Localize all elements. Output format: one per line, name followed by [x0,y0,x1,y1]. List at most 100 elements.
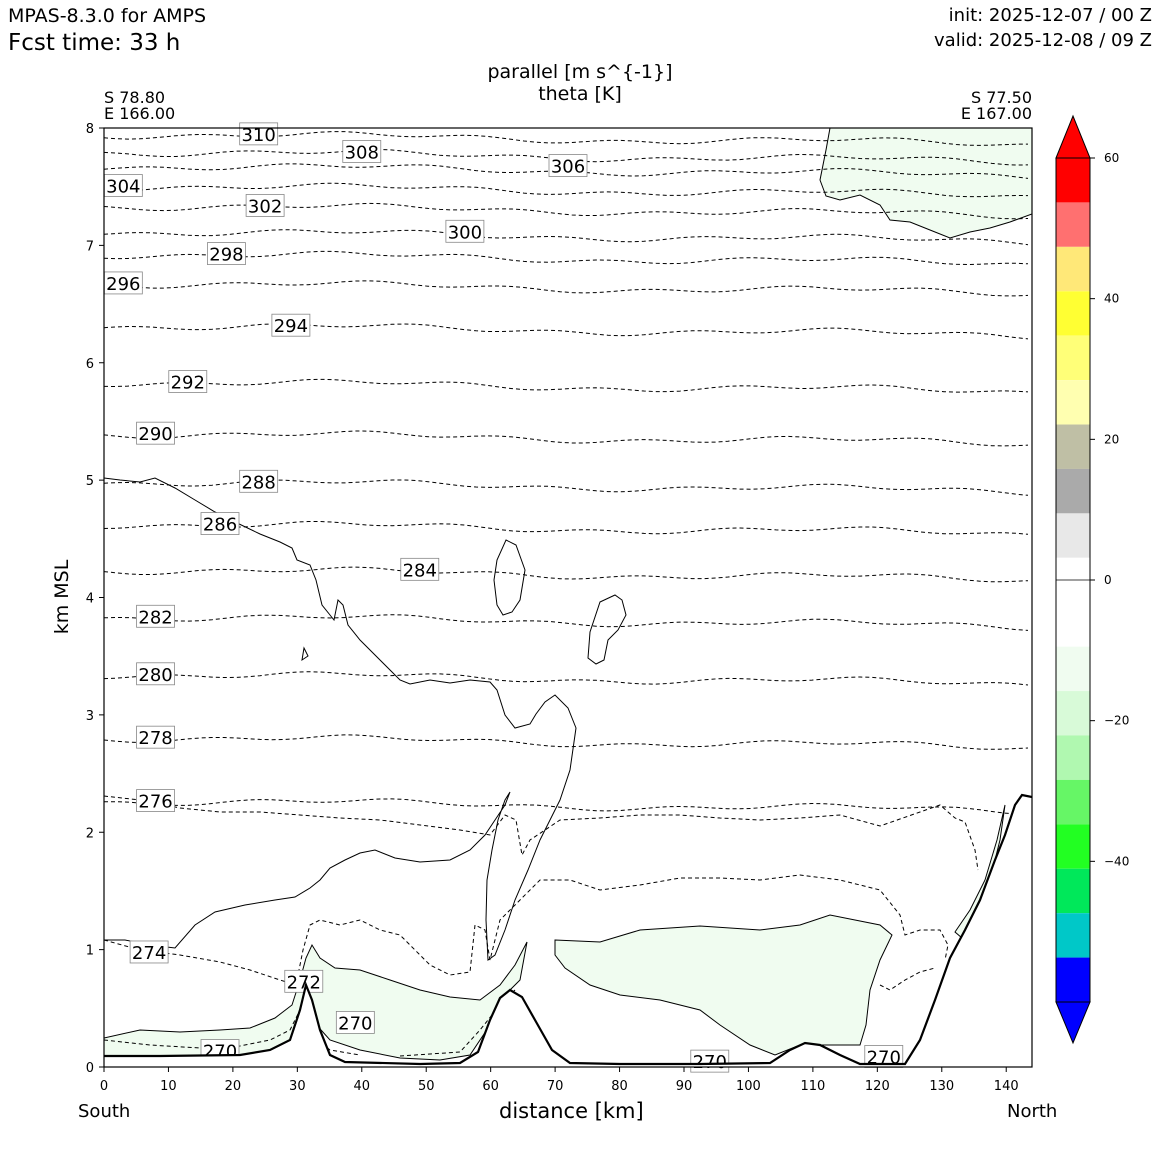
theta-contour-label: 296 [106,274,140,295]
contour-label-box [400,557,440,581]
theta-contour-label: 308 [345,142,379,163]
theta-contour-label: 276 [138,792,172,813]
x-tick-label: 40 [354,1079,371,1094]
x-tick-label: 0 [100,1079,108,1094]
theta-contour-label: 290 [138,424,172,445]
theta-contour-line [104,430,1029,447]
theta-contour-label: 288 [241,472,275,493]
contour-label-box [136,421,175,445]
x-tick-label: 90 [676,1079,693,1094]
contour-label-box [548,154,588,177]
colorbar-segment [1056,602,1090,647]
x-tick-label: 100 [736,1079,761,1094]
forecast-time: Fcst time: 33 h [8,30,181,56]
contour-label-box [207,242,246,265]
colorbar-segment [1056,335,1090,381]
y-tick-label: 6 [86,357,94,372]
colorbar-segment [1056,824,1090,869]
x-tick-label: 80 [611,1079,628,1094]
colorbar-segment [1056,735,1090,780]
shade-top-right [819,128,1032,239]
x-tick-label: 50 [418,1079,435,1094]
y-tick-label: 5 [86,474,94,489]
colorbar-extend-bottom [1055,1001,1091,1045]
plot-frame [103,127,1033,1068]
theta-contour-label: 306 [551,157,585,178]
theta-contour-line [104,798,1029,816]
right-lon: E 167.00 [960,104,1032,123]
south-label: South [78,1101,131,1122]
valid-time: valid: 2025-12-08 / 09 Z [934,30,1152,51]
contour-label-box [168,370,208,393]
y-tick-label: 2 [86,826,94,841]
contour-label-box [445,219,485,243]
x-tick-label: 130 [929,1079,954,1094]
y-tick-label: 8 [86,122,94,137]
theta-contour-label: 286 [203,515,237,536]
zero-contour-dot [301,646,309,662]
theta-contour-line-low [104,874,949,986]
contour-label-box [271,313,311,337]
x-tick-label: 70 [547,1079,564,1094]
left-lat: S 78.80 [104,88,166,107]
theta-contour-line-low [104,1008,361,1056]
y-tick-label: 1 [86,944,94,959]
colorbar-tick-label: 20 [1104,432,1119,446]
theta-contour-label: 272 [287,972,321,993]
x-tick-label: 140 [994,1079,1019,1094]
theta-contour-label: 300 [448,222,482,243]
colorbar-segment [1056,468,1090,514]
colorbar-tick-label: 0 [1104,573,1112,587]
x-axis-ticks: 0 10 20 30 40 50 60 70 80 90 100 110 120 130 140 [100,1067,1019,1094]
terrain-fill [104,795,1032,1067]
y-tick-label: 3 [86,709,94,724]
shade-valley [554,914,893,1056]
theta-contour-label: 280 [138,665,172,686]
y-axis-label: km MSL [51,559,73,635]
chart-subtitle: theta [K] [538,83,622,105]
north-label: North [1007,1101,1058,1122]
contour-label-box [136,662,175,686]
theta-contour-line [104,614,1029,631]
chart-title: parallel [m s^{-1}] [487,61,673,83]
contour-label-box [245,194,285,217]
colorbar: 60 40 20 0 −20 −40 [1055,114,1129,1045]
theta-contour-label: 298 [209,245,243,266]
theta-contour-label: 292 [171,373,205,394]
colorbar-segment [1056,779,1090,825]
colorbar-tick-label: −40 [1104,854,1129,868]
zero-contour-main [104,477,577,961]
contour-label-box [136,789,175,812]
terrain-outline [104,793,1032,1066]
contour-label-box [342,140,382,163]
colorbar-tick-label: 60 [1104,151,1119,165]
colorbar-segment [1056,202,1090,247]
contour-label-box [136,604,175,628]
x-tick-label: 60 [482,1079,499,1094]
right-endpoint-coords: S 77.50 E 167.00 [961,90,1032,122]
colorbar-segment [1056,513,1090,558]
y-tick-label: 7 [86,239,94,254]
colorbar-segment [1056,424,1090,469]
theta-contour-line [104,521,1029,535]
left-endpoint-coords: S 78.80 E 166.00 [104,90,175,122]
theta-contour-line-low [879,967,936,991]
colorbar-segment [1056,646,1090,692]
y-axis-ticks: 0 1 2 3 4 5 6 7 8 [86,122,104,1076]
zero-contour-blob1 [493,539,526,616]
wind-shading [104,128,1032,1061]
theta-contour-label: 278 [138,728,172,749]
x-axis-label: distance [km] [499,1099,644,1123]
theta-contour-label: 274 [132,943,166,964]
x-tick-label: 10 [160,1079,177,1094]
theta-contour-line [104,250,1029,266]
colorbar-extend-top [1055,114,1091,159]
contour-label-box [200,512,240,535]
init-time: init: 2025-12-07 / 00 Z [948,5,1152,26]
theta-contour-label: 304 [106,177,140,198]
right-lat: S 77.50 [970,88,1032,107]
theta-contour-line [104,280,1029,297]
theta-contour-line [104,566,1029,583]
contour-label-box [335,1010,375,1034]
